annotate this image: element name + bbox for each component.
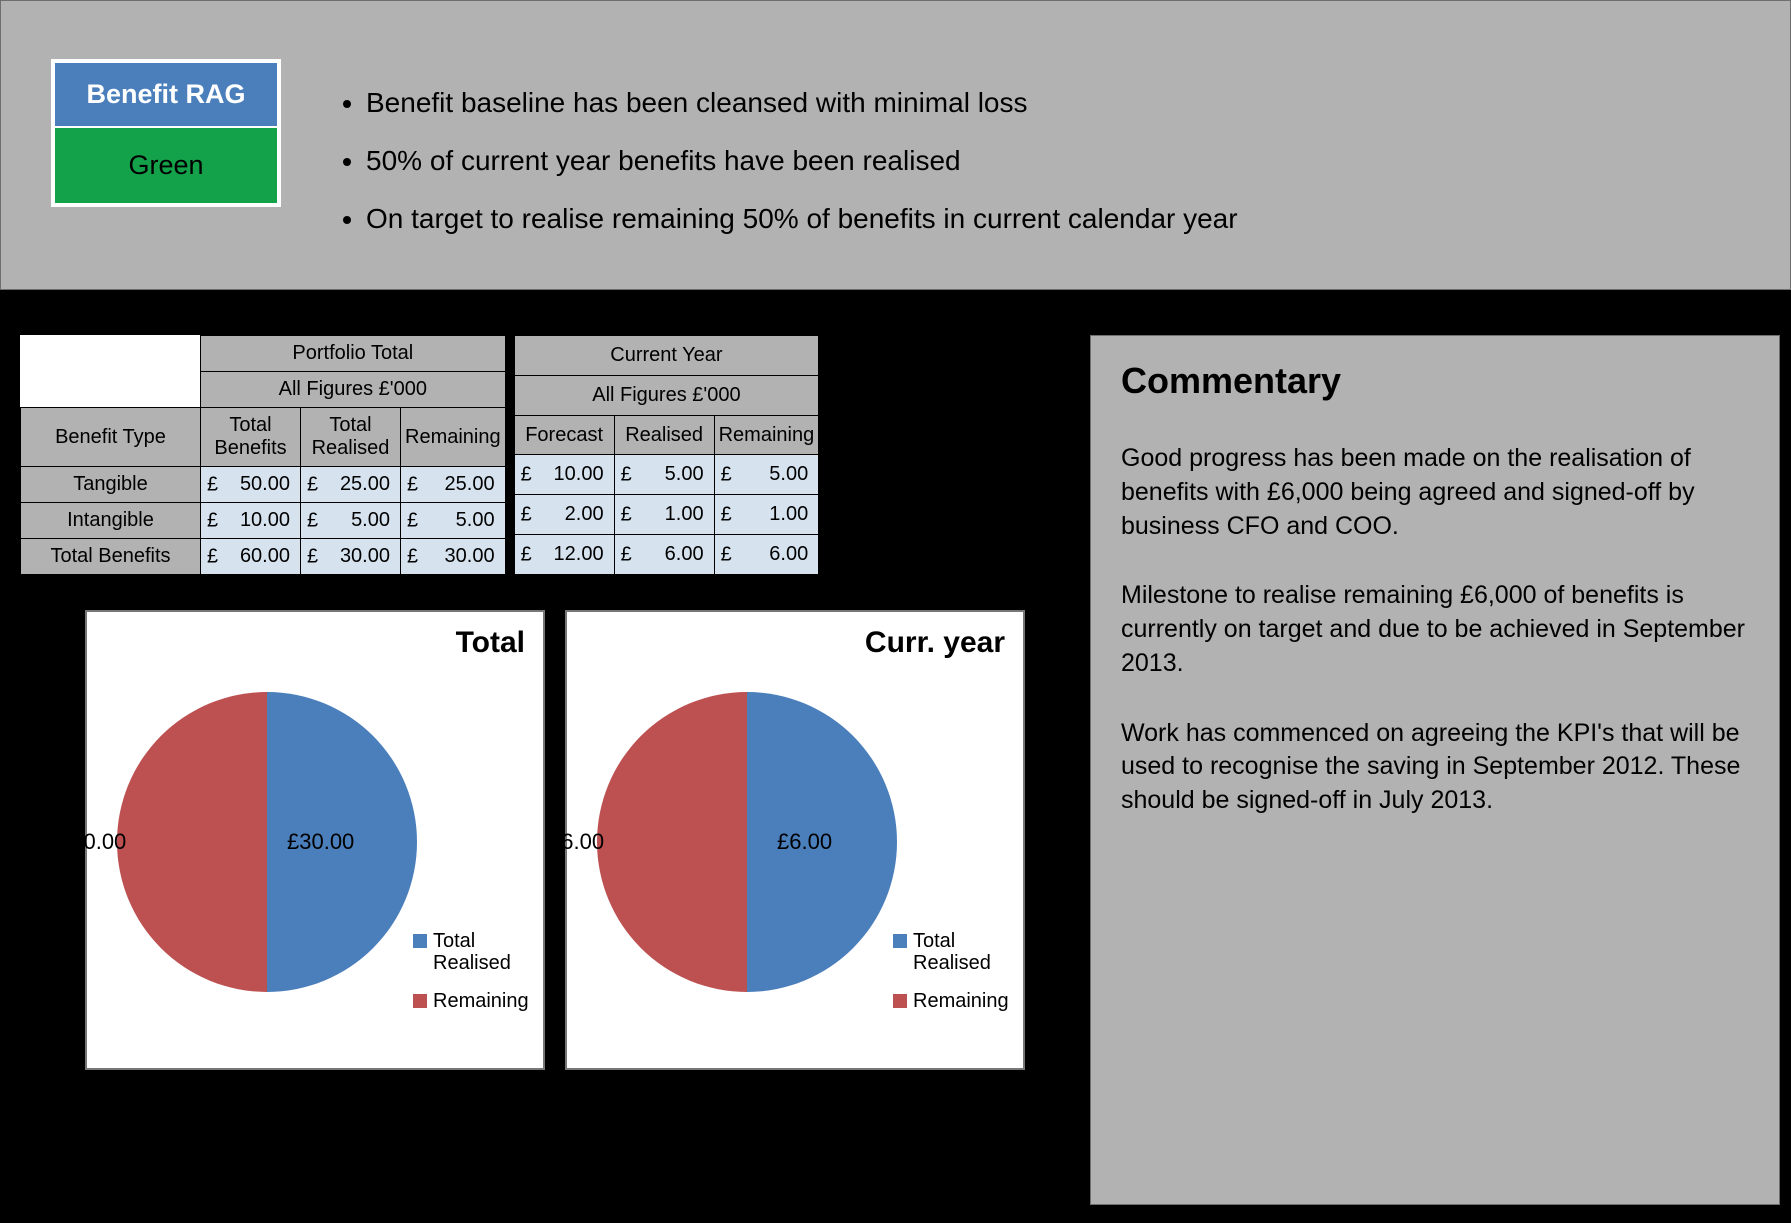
legend-item: Total Realised (413, 930, 529, 974)
summary-bullet: 50% of current year benefits have been r… (366, 147, 1238, 175)
chart-title: Curr. year (865, 626, 1005, 660)
subtitle: All Figures £'000 (201, 372, 506, 408)
table-cell: £5.00 (401, 503, 506, 539)
pie-wrap: £6.00 £6.00 (597, 692, 897, 992)
remaining-label: £30.00 (59, 829, 126, 855)
summary-bullet: Benefit baseline has been cleansed with … (366, 89, 1238, 117)
remaining-label: £6.00 (549, 829, 604, 855)
realised-label: £6.00 (777, 829, 832, 855)
commentary-paragraph: Milestone to realise remaining £6,000 of… (1121, 579, 1749, 680)
legend-label: Total Realised (433, 930, 529, 974)
current-year-pie-chart: Curr. year £6.00 £6.00 Total Realised Re… (565, 610, 1025, 1070)
table-cell: £30.00 (401, 539, 506, 575)
col-header: Forecast (514, 415, 614, 455)
summary-bullets: Benefit baseline has been cleansed with … (326, 89, 1238, 263)
col-header: Realised (614, 415, 714, 455)
col-header: TotalBenefits (201, 408, 301, 467)
table-cell: £30.00 (301, 539, 401, 575)
chart-title: Total (456, 626, 525, 660)
legend-label: Remaining (433, 990, 529, 1012)
group-header: Current Year (514, 336, 819, 376)
subtitle: All Figures £'000 (514, 375, 819, 415)
rag-status: Green (54, 127, 278, 204)
realised-label: £30.00 (287, 829, 354, 855)
legend-swatch-realised (413, 934, 427, 948)
table-cell: £1.00 (714, 495, 819, 535)
table-cell: £60.00 (201, 539, 301, 575)
row-label: Intangible (21, 503, 201, 539)
legend-swatch-remaining (893, 994, 907, 1008)
table-cell: £1.00 (614, 495, 714, 535)
legend-item: Remaining (893, 990, 1009, 1012)
row-label: Total Benefits (21, 539, 201, 575)
portfolio-table: Portfolio TotalAll Figures £'000Benefit … (20, 335, 506, 575)
table-cell: £6.00 (714, 535, 819, 575)
table-row: £10.00£5.00£5.00 (514, 455, 819, 495)
table-cell: £6.00 (614, 535, 714, 575)
legend-label: Total Realised (913, 930, 1009, 974)
commentary-paragraph: Good progress has been made on the reali… (1121, 442, 1749, 543)
table-cell: £10.00 (201, 503, 301, 539)
legend-item: Remaining (413, 990, 529, 1012)
col-header: Remaining (401, 408, 506, 467)
row-label: Tangible (21, 467, 201, 503)
legend-item: Total Realised (893, 930, 1009, 974)
group-header: Portfolio Total (201, 336, 506, 372)
table-cell: £50.00 (201, 467, 301, 503)
benefits-tables: Portfolio TotalAll Figures £'000Benefit … (20, 335, 819, 575)
table-row: £2.00£1.00£1.00 (514, 495, 819, 535)
table-row: Tangible£50.00£25.00£25.00 (21, 467, 506, 503)
pie (597, 692, 897, 992)
commentary-body: Good progress has been made on the reali… (1121, 442, 1749, 818)
legend-swatch-realised (893, 934, 907, 948)
table-cell: £2.00 (514, 495, 614, 535)
row-header: Benefit Type (21, 408, 201, 467)
pie (117, 692, 417, 992)
commentary-paragraph: Work has commenced on agreeing the KPI's… (1121, 717, 1749, 818)
summary-bullet: On target to realise remaining 50% of be… (366, 205, 1238, 233)
pie-wrap: £30.00 £30.00 (117, 692, 417, 992)
summary-banner: Benefit RAG Green Benefit baseline has b… (0, 0, 1791, 290)
table-cell: £10.00 (514, 455, 614, 495)
table-cell: £5.00 (614, 455, 714, 495)
table-cell: £25.00 (301, 467, 401, 503)
blank-corner (21, 336, 201, 408)
table-cell: £5.00 (714, 455, 819, 495)
rag-header: Benefit RAG (54, 62, 278, 127)
table-cell: £25.00 (401, 467, 506, 503)
table-row: Intangible£10.00£5.00£5.00 (21, 503, 506, 539)
col-header: Remaining (714, 415, 819, 455)
table-row: £12.00£6.00£6.00 (514, 535, 819, 575)
legend: Total Realised Remaining (893, 930, 1009, 1028)
table-row: Total Benefits£60.00£30.00£30.00 (21, 539, 506, 575)
total-pie-chart: Total £30.00 £30.00 Total Realised Remai… (85, 610, 545, 1070)
table-cell: £12.00 (514, 535, 614, 575)
commentary-panel: Commentary Good progress has been made o… (1090, 335, 1780, 1205)
legend-label: Remaining (913, 990, 1009, 1012)
current-year-table: Current YearAll Figures £'000ForecastRea… (514, 335, 820, 575)
rag-box: Benefit RAG Green (51, 59, 281, 207)
table-cell: £5.00 (301, 503, 401, 539)
legend: Total Realised Remaining (413, 930, 529, 1028)
commentary-title: Commentary (1121, 360, 1749, 402)
pie-charts: Total £30.00 £30.00 Total Realised Remai… (85, 610, 1025, 1070)
col-header: TotalRealised (301, 408, 401, 467)
legend-swatch-remaining (413, 994, 427, 1008)
